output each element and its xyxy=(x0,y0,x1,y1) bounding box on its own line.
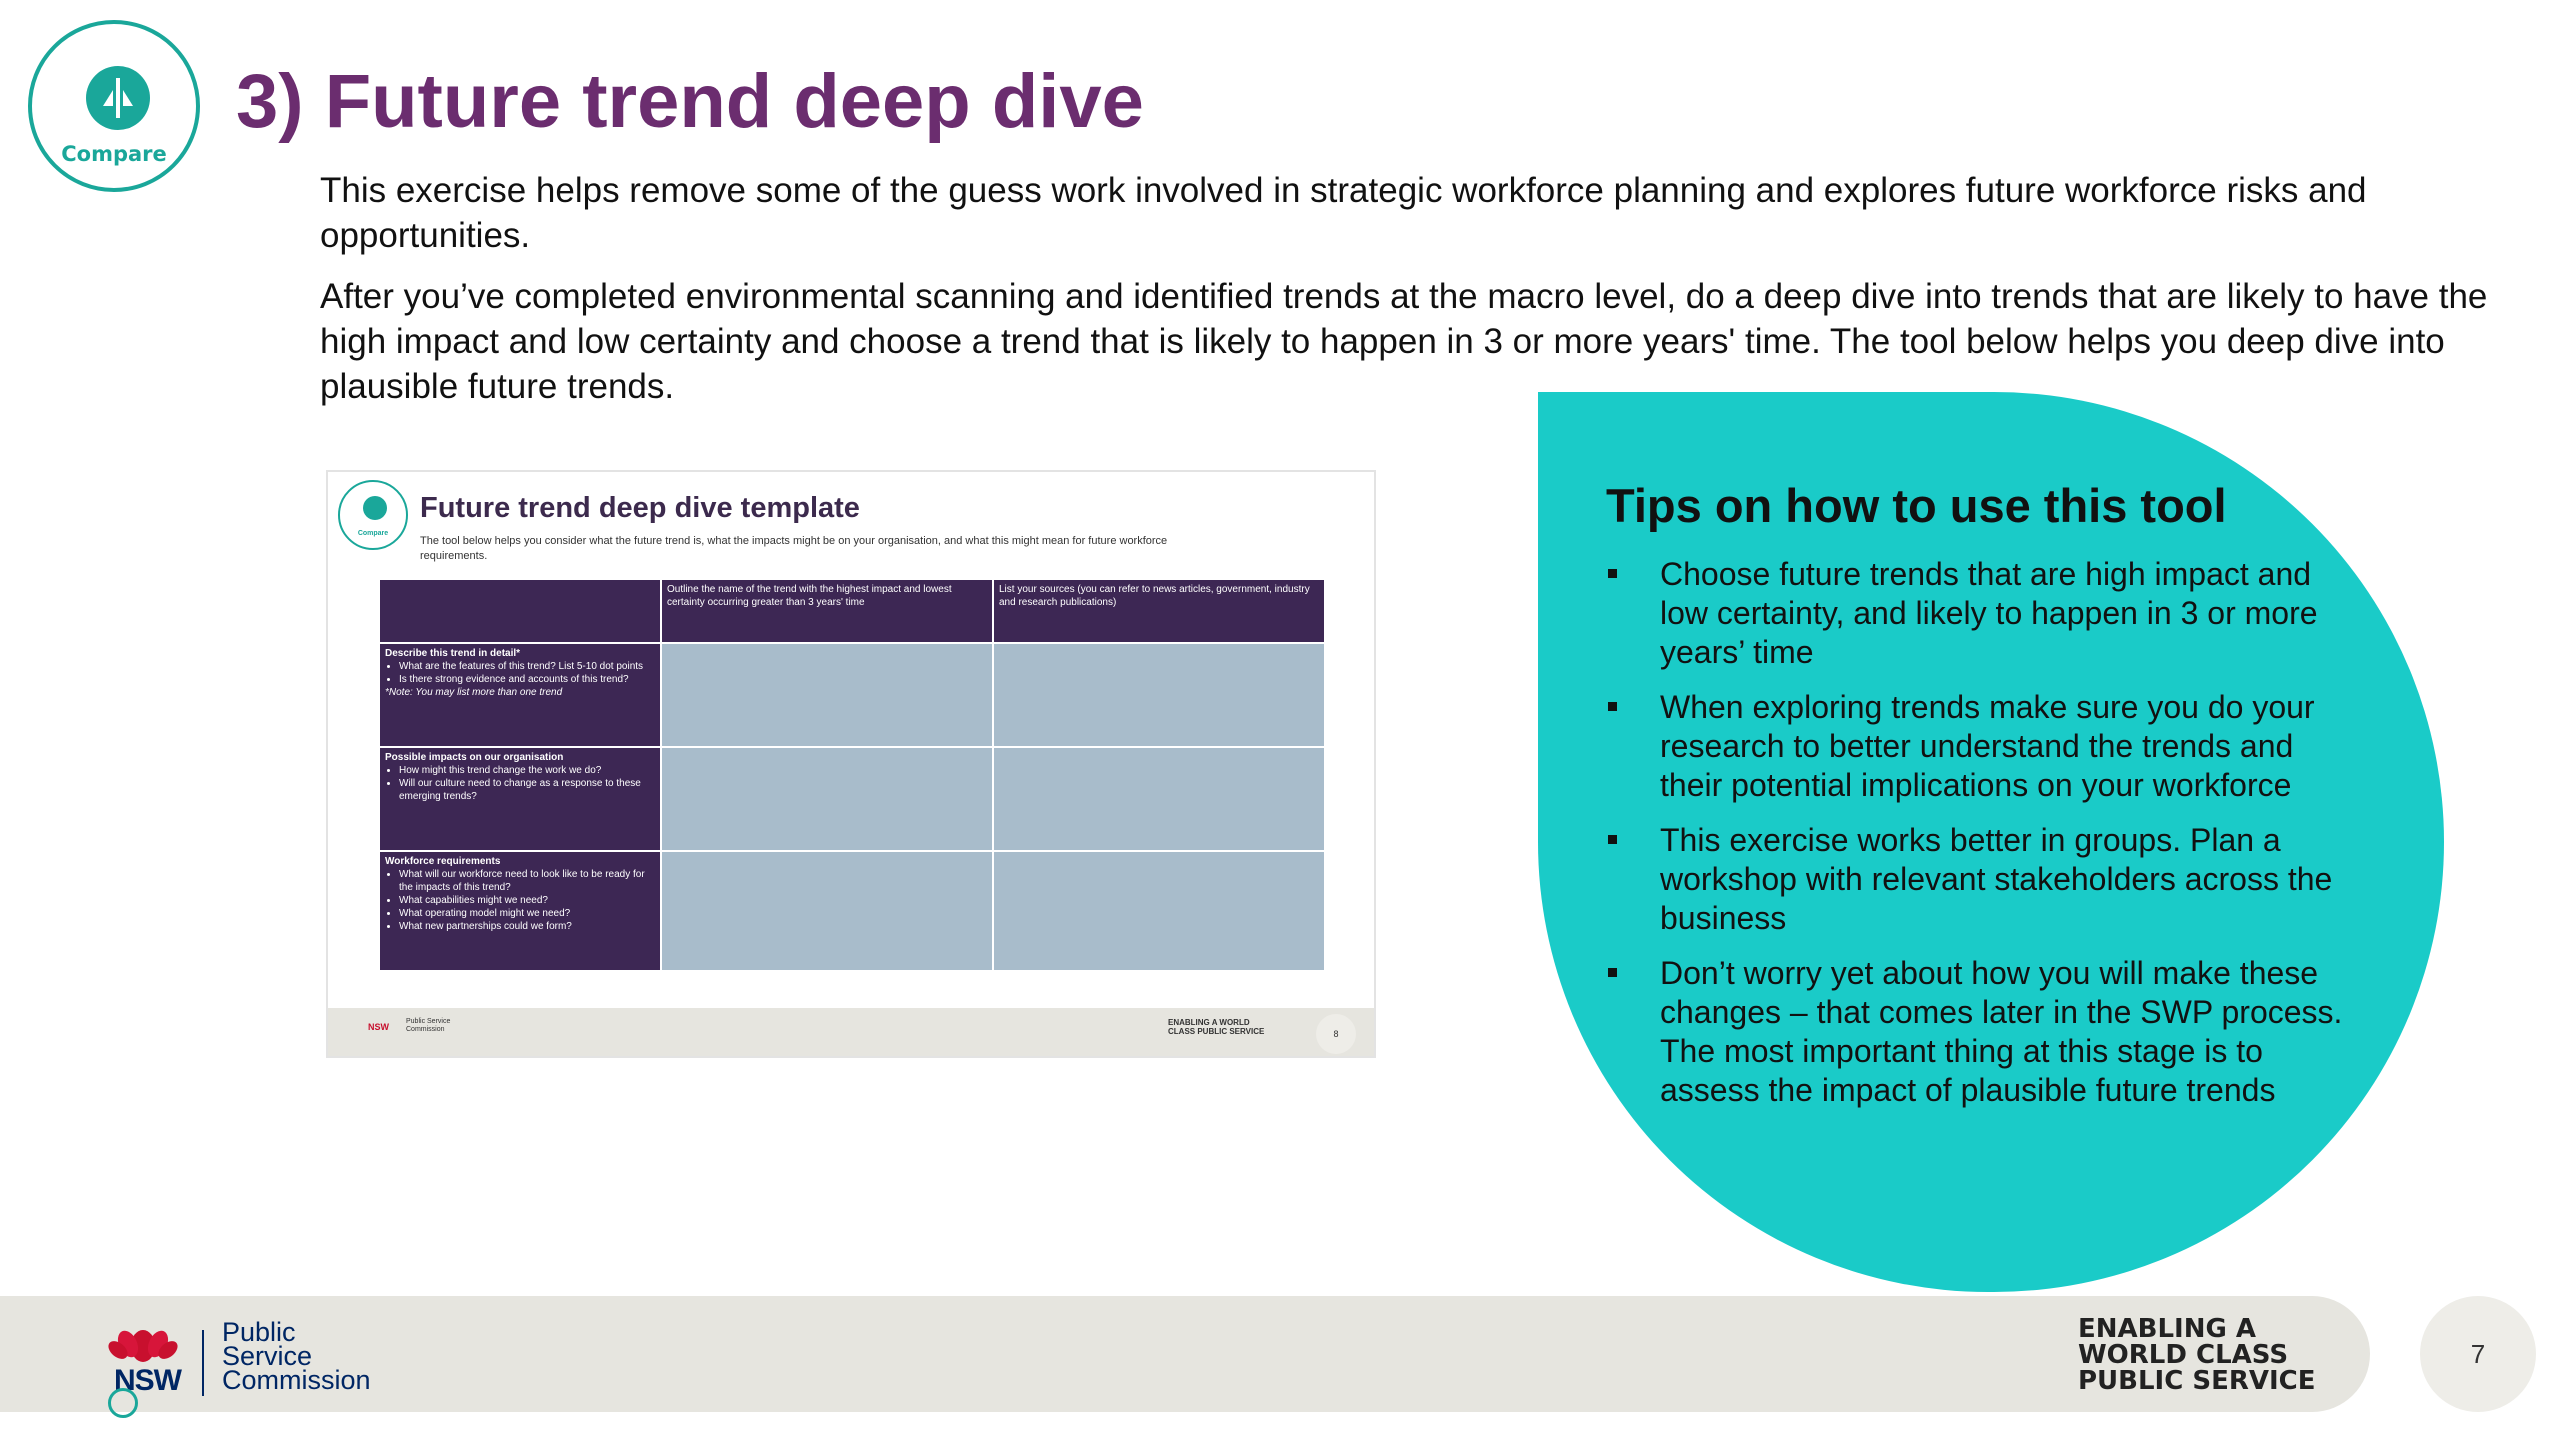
intro-paragraph-1: This exercise helps remove some of the g… xyxy=(320,171,2367,255)
row-heading: Possible impacts on our organisation xyxy=(385,752,564,763)
compare-label: Compare xyxy=(61,142,167,166)
template-cell xyxy=(660,746,994,852)
intro-paragraph-2: After you’ve completed environmental sca… xyxy=(320,277,2488,406)
tip-item: When exploring trends make sure you do y… xyxy=(1606,688,2364,805)
template-cell xyxy=(660,642,994,748)
row-note: *Note: You may list more than one trend xyxy=(385,687,563,698)
template-page-number: 8 xyxy=(1316,1014,1356,1054)
page-title: 3) Future trend deep dive xyxy=(236,59,1144,144)
template-table: Outline the name of the trend with the h… xyxy=(378,578,1326,972)
page-number: 7 xyxy=(2420,1296,2536,1412)
template-cell xyxy=(660,850,994,972)
template-title: Future trend deep dive template xyxy=(420,492,860,524)
footer-bar xyxy=(0,1296,2370,1412)
row-bullet: What are the features of this trend? Lis… xyxy=(399,660,655,673)
row-bullet: Is there strong evidence and accounts of… xyxy=(399,673,655,686)
template-col-header: Outline the name of the trend with the h… xyxy=(660,578,994,644)
template-row-head: Describe this trend in detail* What are … xyxy=(378,642,662,748)
row-heading: Workforce requirements xyxy=(385,856,501,867)
template-compare-badge: Compare xyxy=(338,480,408,550)
template-footer: NSW Public Service Commission ENABLING A… xyxy=(328,1008,1374,1056)
template-col-header: List your sources (you can refer to news… xyxy=(992,578,1326,644)
compare-badge: Compare xyxy=(28,20,200,192)
tips-bubble: Tips on how to use this tool Choose futu… xyxy=(1538,392,2444,1292)
template-row-head: Possible impacts on our organisation How… xyxy=(378,746,662,852)
row-bullet: Will our culture need to change as a res… xyxy=(399,777,655,803)
template-cell xyxy=(992,746,1326,852)
template-nsw-logo: NSW xyxy=(368,1022,389,1032)
template-row-head: Workforce requirements What will our wor… xyxy=(378,850,662,972)
row-heading: Describe this trend in detail* xyxy=(385,648,521,659)
template-psc: Public Service Commission xyxy=(406,1018,451,1033)
compare-icon xyxy=(86,66,150,130)
row-bullet: What operating model might we need? xyxy=(399,907,655,920)
template-badge-label: Compare xyxy=(357,530,389,537)
row-bullet: What new partnerships could we form? xyxy=(399,920,655,933)
nsw-logo: NSW xyxy=(108,1316,188,1418)
tips-heading: Tips on how to use this tool xyxy=(1606,479,2227,532)
template-thumbnail: Compare Future trend deep dive template … xyxy=(326,470,1376,1058)
footer-divider xyxy=(202,1330,204,1396)
row-bullet: What capabilities might we need? xyxy=(399,894,655,907)
tip-item: Choose future trends that are high impac… xyxy=(1606,555,2364,672)
template-cell xyxy=(992,850,1326,972)
tip-item: This exercise works better in groups. Pl… xyxy=(1606,821,2364,938)
waratah-icon xyxy=(108,1330,178,1362)
tip-item: Don’t worry yet about how you will make … xyxy=(1606,954,2364,1110)
template-compare-icon xyxy=(363,496,387,520)
enabling-tagline: ENABLING A WORLD CLASS PUBLIC SERVICE xyxy=(2078,1314,2316,1396)
template-subtitle: The tool below helps you consider what t… xyxy=(420,535,1168,562)
template-col-header xyxy=(378,578,662,644)
public-service-commission: Public Service Commission xyxy=(222,1317,371,1395)
template-cell xyxy=(992,642,1326,748)
row-bullet: What will our workforce need to look lik… xyxy=(399,868,655,894)
template-enabling: ENABLING A WORLD CLASS PUBLIC SERVICE xyxy=(1168,1018,1265,1036)
ring-icon xyxy=(108,1388,138,1418)
row-bullet: How might this trend change the work we … xyxy=(399,764,655,777)
tips-list: Choose future trends that are high impac… xyxy=(1606,555,2364,1110)
